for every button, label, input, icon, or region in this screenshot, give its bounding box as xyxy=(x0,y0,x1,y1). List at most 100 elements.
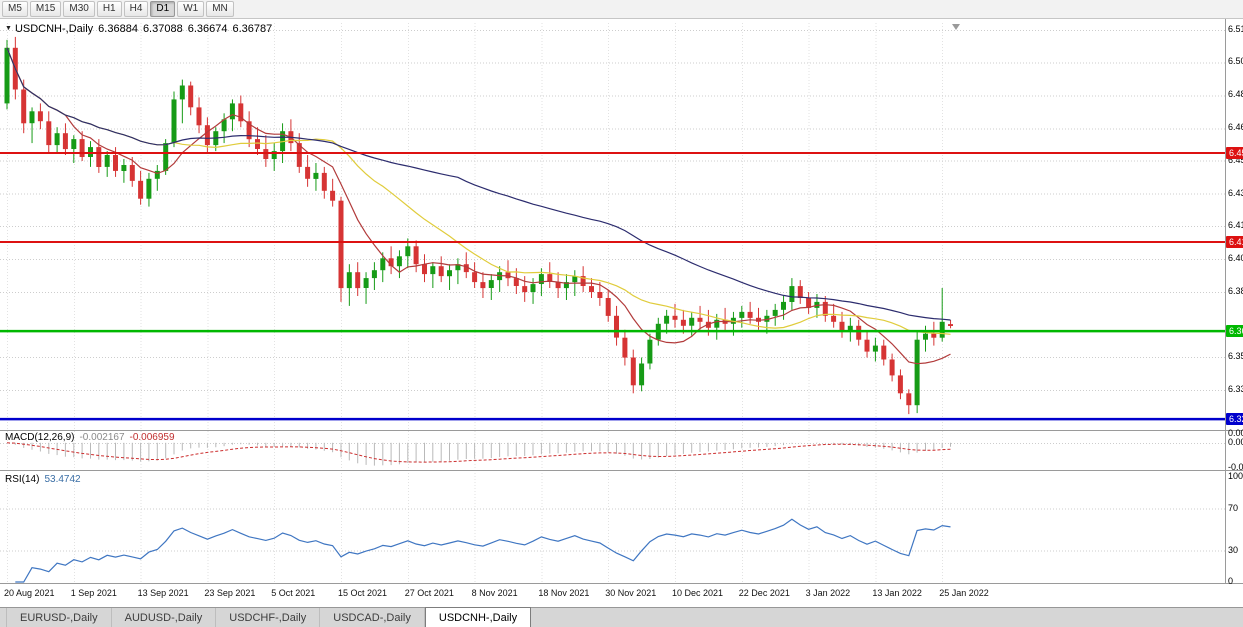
macd-axis-label: 0.00 xyxy=(1228,436,1243,447)
candle-body xyxy=(363,278,369,288)
chart-shift-marker xyxy=(952,24,960,30)
candle-body xyxy=(438,266,444,277)
candle-body xyxy=(739,311,745,318)
candle-body xyxy=(79,139,85,157)
price-axis-label: 6.33555 xyxy=(1228,384,1243,395)
rsi-axis-label: 70 xyxy=(1228,502,1239,513)
candle-body xyxy=(689,317,695,326)
candle-body xyxy=(522,286,528,293)
candle-body xyxy=(221,119,227,132)
chart-tab-eurusd-daily[interactable]: EURUSD-,Daily xyxy=(6,608,112,627)
candle-body xyxy=(255,139,260,149)
date-label: 5 Oct 2021 xyxy=(271,588,316,598)
price-axis-label: 6.51690 xyxy=(1228,24,1243,35)
ohlc-open: 6.36884 xyxy=(98,23,138,35)
price-axis-label: 6.48405 xyxy=(1228,89,1243,100)
price-axis-label: 6.46740 xyxy=(1228,122,1243,133)
candle-body xyxy=(121,165,127,171)
price-line-badge: 6.41018 xyxy=(1226,236,1243,249)
date-label: 15 Oct 2021 xyxy=(338,588,388,598)
candle-body xyxy=(822,301,828,316)
chart-tab-audusd-daily[interactable]: AUDUSD-,Daily xyxy=(112,608,217,627)
candle-body xyxy=(413,246,419,265)
chart-area: ▼ USDCNH-,Daily 6.36884 6.37088 6.36674 6.367… xyxy=(0,19,1243,607)
candle-body xyxy=(422,264,427,275)
ohlc-close: 6.36787 xyxy=(232,23,273,35)
price-axis-label: 6.41835 xyxy=(1228,219,1243,230)
candle-body xyxy=(680,319,686,326)
candle-body xyxy=(37,111,43,122)
candle-body xyxy=(71,139,77,149)
date-label: 25 Jan 2022 xyxy=(939,588,989,598)
timeframe-button-d1[interactable]: D1 xyxy=(150,1,176,17)
candle-body xyxy=(4,47,10,104)
timeframe-button-m30[interactable]: M30 xyxy=(63,1,95,17)
candle-body xyxy=(146,178,152,199)
candle-body xyxy=(472,272,478,283)
ohlc-high: 6.37088 xyxy=(142,23,183,35)
timeframe-button-w1[interactable]: W1 xyxy=(177,1,205,17)
candle-body xyxy=(622,337,628,358)
candle-body xyxy=(856,325,862,340)
candle-body xyxy=(271,151,277,159)
price-line-badge: 6.45502 xyxy=(1226,146,1243,159)
date-label: 27 Oct 2021 xyxy=(404,588,454,598)
price-axis-label: 6.45120 xyxy=(1228,154,1243,165)
candle-body xyxy=(396,256,402,267)
rsi-axis-label: 30 xyxy=(1228,544,1239,555)
candle-body xyxy=(605,298,611,316)
candle-body xyxy=(380,258,386,271)
candle-body xyxy=(580,276,586,286)
date-label: 1 Sep 2021 xyxy=(70,588,117,598)
rsi-axis-label: 100 xyxy=(1228,471,1243,481)
candle-body xyxy=(923,333,928,340)
candle-body xyxy=(672,315,678,320)
candle-body xyxy=(338,200,344,289)
macd-indicator-label: MACD(12,26,9) -0.002167 -0.006959 xyxy=(5,432,175,443)
price-chart-canvas[interactable] xyxy=(0,19,1243,584)
candle-body xyxy=(881,345,887,360)
candle-body xyxy=(129,165,135,181)
timeframe-button-h4[interactable]: H4 xyxy=(123,1,149,17)
one-click-trading-arrow[interactable]: ▼ xyxy=(5,25,12,32)
rsi-line xyxy=(15,518,951,583)
rsi-value: 53.4742 xyxy=(44,474,81,485)
macd-axis-label: 0.007596 xyxy=(1228,428,1243,438)
timeframe-button-h1[interactable]: H1 xyxy=(96,1,122,17)
candle-body xyxy=(572,276,578,283)
candle-body xyxy=(647,339,653,364)
timeframe-button-mn[interactable]: MN xyxy=(206,1,234,17)
chart-symbol-label: USDCNH-,Daily xyxy=(14,23,94,35)
candle-body xyxy=(430,266,436,275)
candle-body xyxy=(589,286,594,293)
price-axis-label: 6.50070 xyxy=(1228,56,1243,67)
candle-body xyxy=(179,85,185,100)
timeframe-button-m15[interactable]: M15 xyxy=(29,1,62,17)
date-label: 3 Jan 2022 xyxy=(805,588,851,598)
candle-body xyxy=(948,324,953,326)
candle-body xyxy=(547,274,553,282)
timeframe-button-m5[interactable]: M5 xyxy=(2,1,28,17)
chart-tabs-bar: EURUSD-,Daily AUDUSD-,Daily USDCHF-,Daily U… xyxy=(0,607,1243,627)
chart-tab-usdcnh-daily[interactable]: USDCNH-,Daily xyxy=(424,607,532,627)
macd-main-value: -0.002167 xyxy=(79,432,125,443)
date-label: 18 Nov 2021 xyxy=(538,588,590,598)
candle-body xyxy=(229,103,235,120)
candle-body xyxy=(321,172,327,191)
candle-body xyxy=(54,133,60,146)
rsi-axis-label: 0 xyxy=(1228,576,1234,586)
candle-body xyxy=(789,286,795,302)
candle-body xyxy=(388,258,394,267)
rsi-name: RSI(14) xyxy=(5,474,40,485)
date-label: 23 Sep 2021 xyxy=(204,588,256,598)
candle-body xyxy=(405,246,411,257)
price-axis-label: 6.43455 xyxy=(1228,187,1243,198)
chart-tab-usdchf-daily[interactable]: USDCHF-,Daily xyxy=(216,608,321,627)
candle-body xyxy=(639,363,645,386)
chart-tab-usdcad-daily[interactable]: USDCAD-,Daily xyxy=(320,608,425,627)
candle-body xyxy=(889,359,895,376)
candle-body xyxy=(355,272,361,289)
candle-body xyxy=(463,264,469,273)
date-label: 20 Aug 2021 xyxy=(4,588,55,598)
candle-body xyxy=(29,111,35,124)
